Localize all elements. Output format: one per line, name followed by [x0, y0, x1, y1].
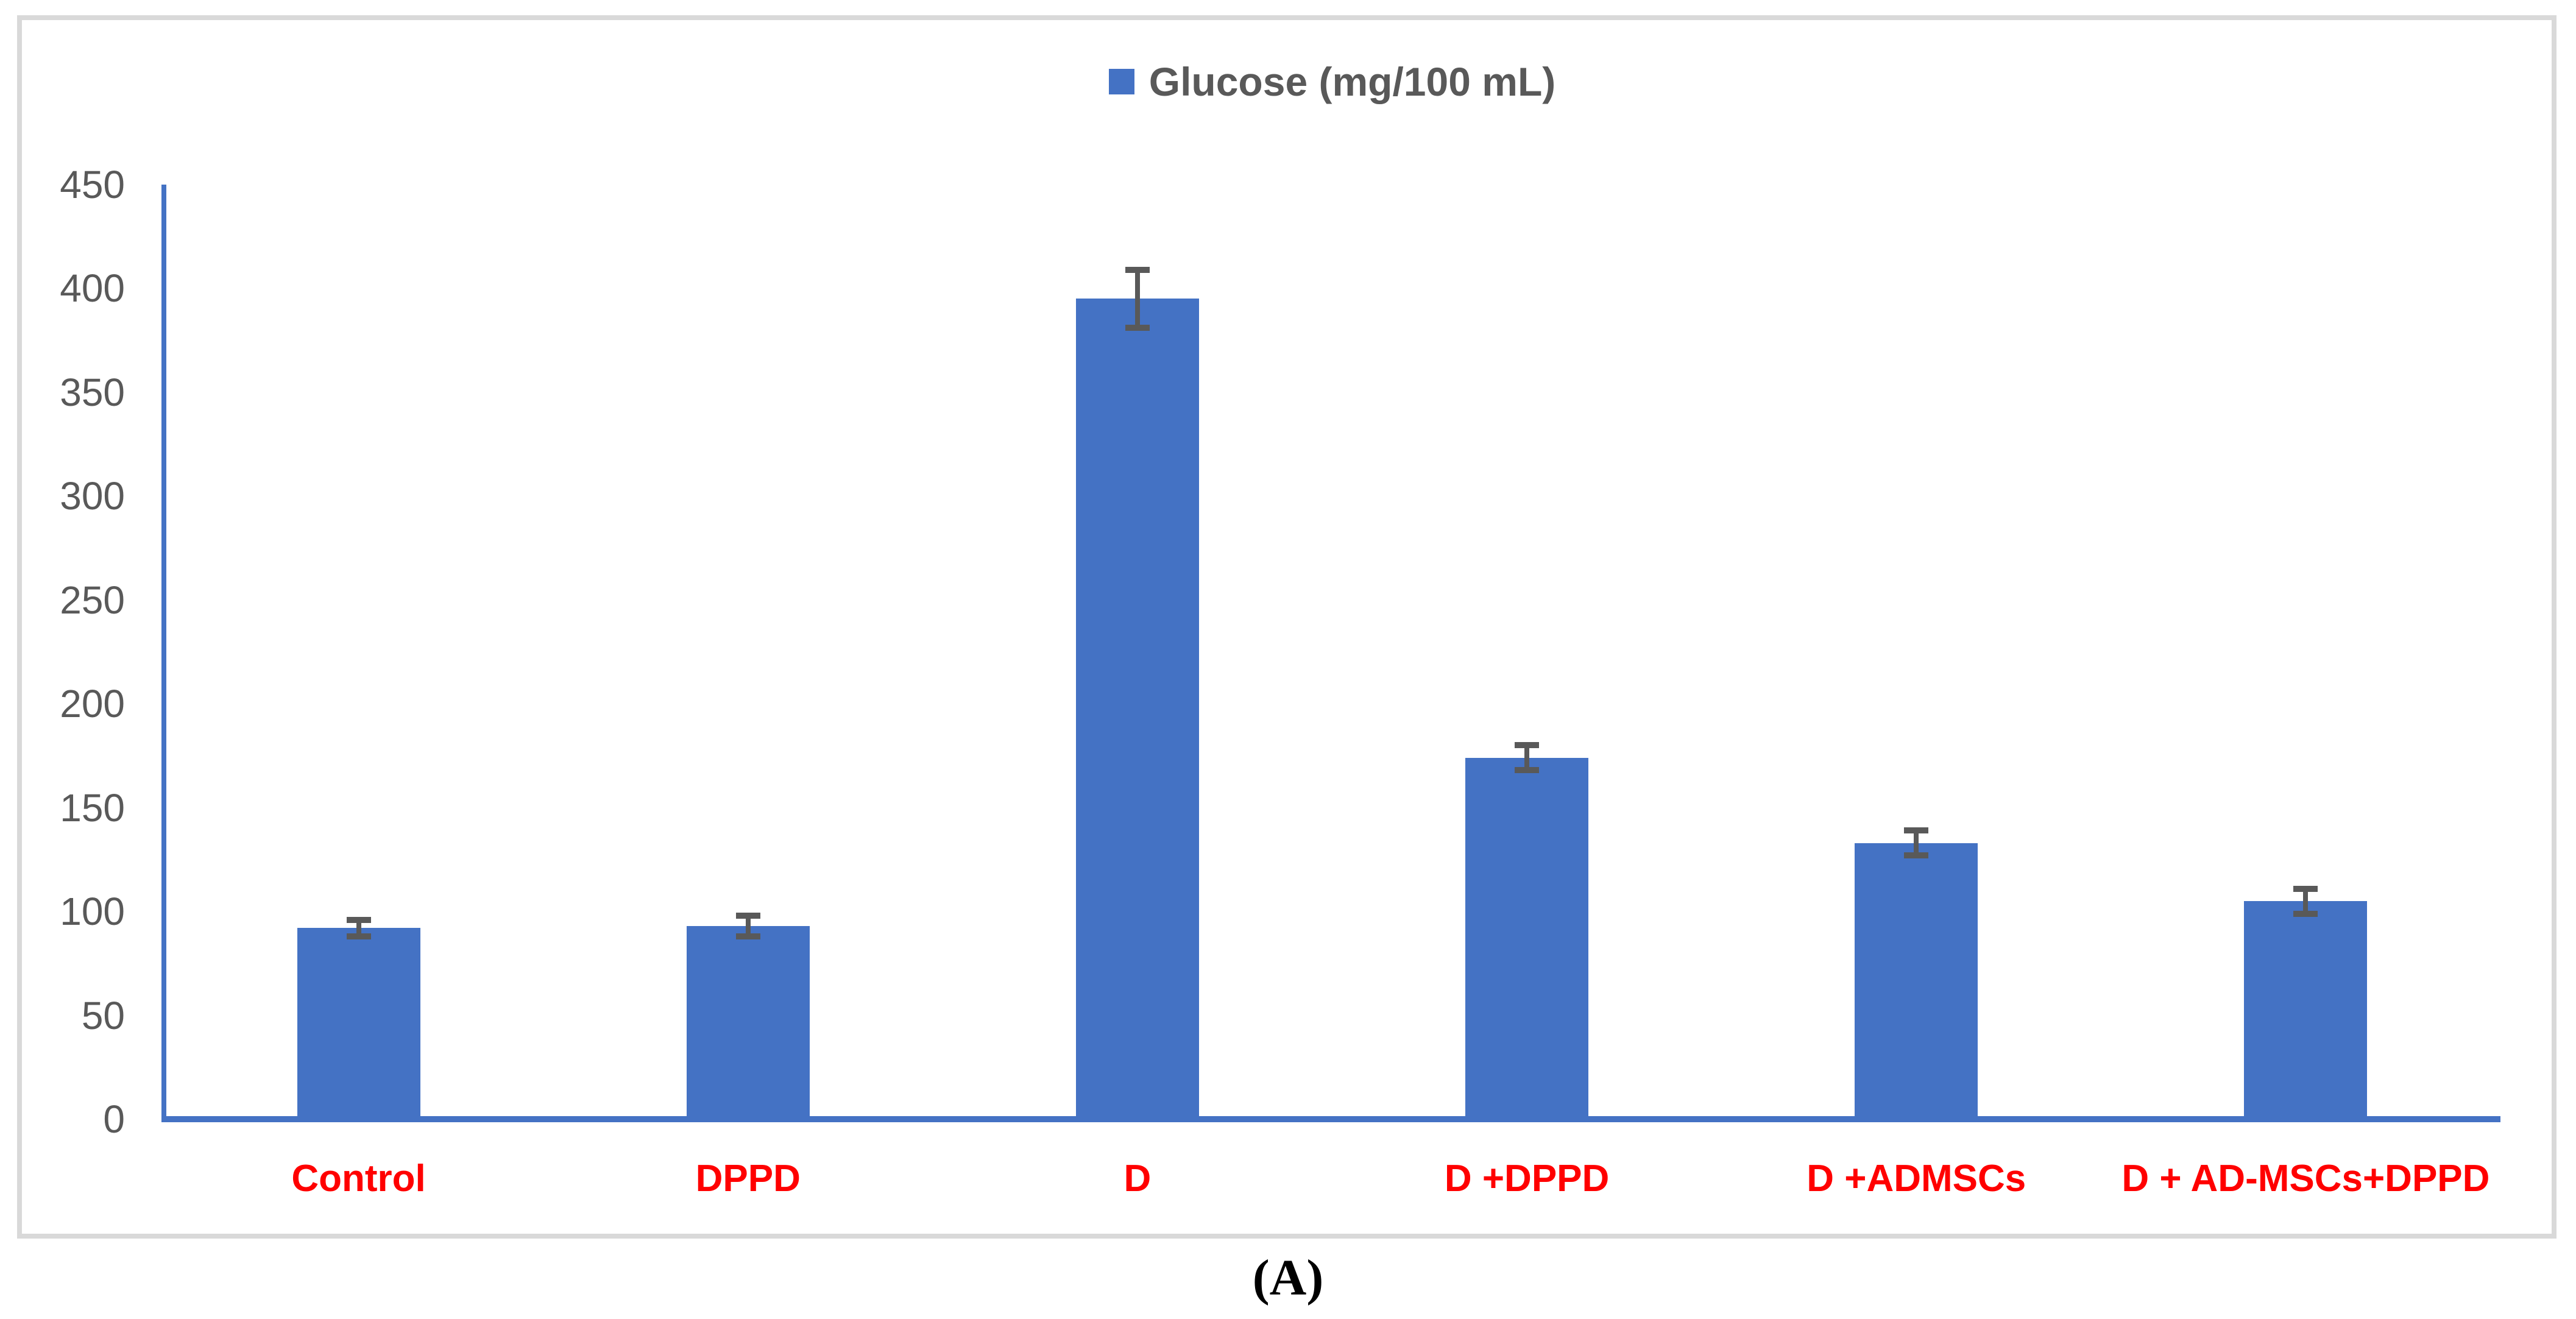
error-bar-cap: [1125, 266, 1150, 273]
y-tick-label: 250: [60, 578, 125, 622]
category-label-D + AD-MSCs+DPPD: D + AD-MSCs+DPPD: [2121, 1158, 2490, 1200]
legend: Glucose (mg/100 mL): [164, 60, 2500, 104]
bar-D +ADMSCs: [1855, 843, 1978, 1119]
error-bar-cap: [346, 916, 371, 923]
y-tick-label: 450: [60, 163, 125, 207]
y-axis-line: [161, 185, 166, 1122]
error-bar-line: [1134, 269, 1140, 328]
bar-D + AD-MSCs+DPPD: [2244, 901, 2368, 1119]
error-bar-cap: [2293, 910, 2318, 917]
error-bar-cap: [1515, 767, 1540, 774]
y-tick-label: 150: [60, 785, 125, 830]
error-bar-cap: [735, 912, 760, 919]
y-tick-label: 400: [60, 266, 125, 311]
error-bar-line: [2303, 888, 2309, 914]
error-bar-cap: [346, 933, 371, 940]
bar-D +DPPD: [1465, 757, 1589, 1119]
category-label-DPPD: DPPD: [695, 1158, 801, 1200]
category-label-Control: Control: [291, 1158, 426, 1200]
error-bar-cap: [1904, 827, 1929, 834]
error-bar-cap: [2293, 885, 2318, 892]
bar-DPPD: [686, 925, 810, 1119]
y-tick-label: 300: [60, 474, 125, 518]
y-tick-label: 100: [60, 889, 125, 934]
error-bar-cap: [1515, 742, 1540, 749]
figure-caption: (A): [1252, 1250, 1324, 1306]
y-tick-label: 200: [60, 682, 125, 726]
error-bar-cap: [1904, 852, 1929, 859]
error-bar-line: [1524, 745, 1530, 771]
error-bar-line: [356, 919, 361, 936]
chart-frame: [17, 15, 2557, 1239]
error-bar-cap: [735, 933, 760, 940]
y-tick-label: 350: [60, 370, 125, 414]
error-bar-line: [1914, 830, 1919, 856]
bar-D: [1075, 299, 1199, 1119]
x-axis-line: [161, 1116, 2500, 1122]
legend-marker-swatch: [1108, 69, 1134, 94]
category-label-D +ADMSCs: D +ADMSCs: [1806, 1158, 2026, 1200]
error-bar-cap: [1125, 325, 1150, 331]
category-label-D +DPPD: D +DPPD: [1444, 1158, 1610, 1200]
bar-Control: [297, 928, 420, 1119]
y-tick-label: 0: [103, 1097, 125, 1141]
category-label-D: D: [1123, 1158, 1152, 1200]
legend-label: Glucose (mg/100 mL): [1148, 59, 1556, 104]
y-tick-label: 50: [81, 993, 125, 1038]
error-bar-line: [745, 915, 751, 936]
